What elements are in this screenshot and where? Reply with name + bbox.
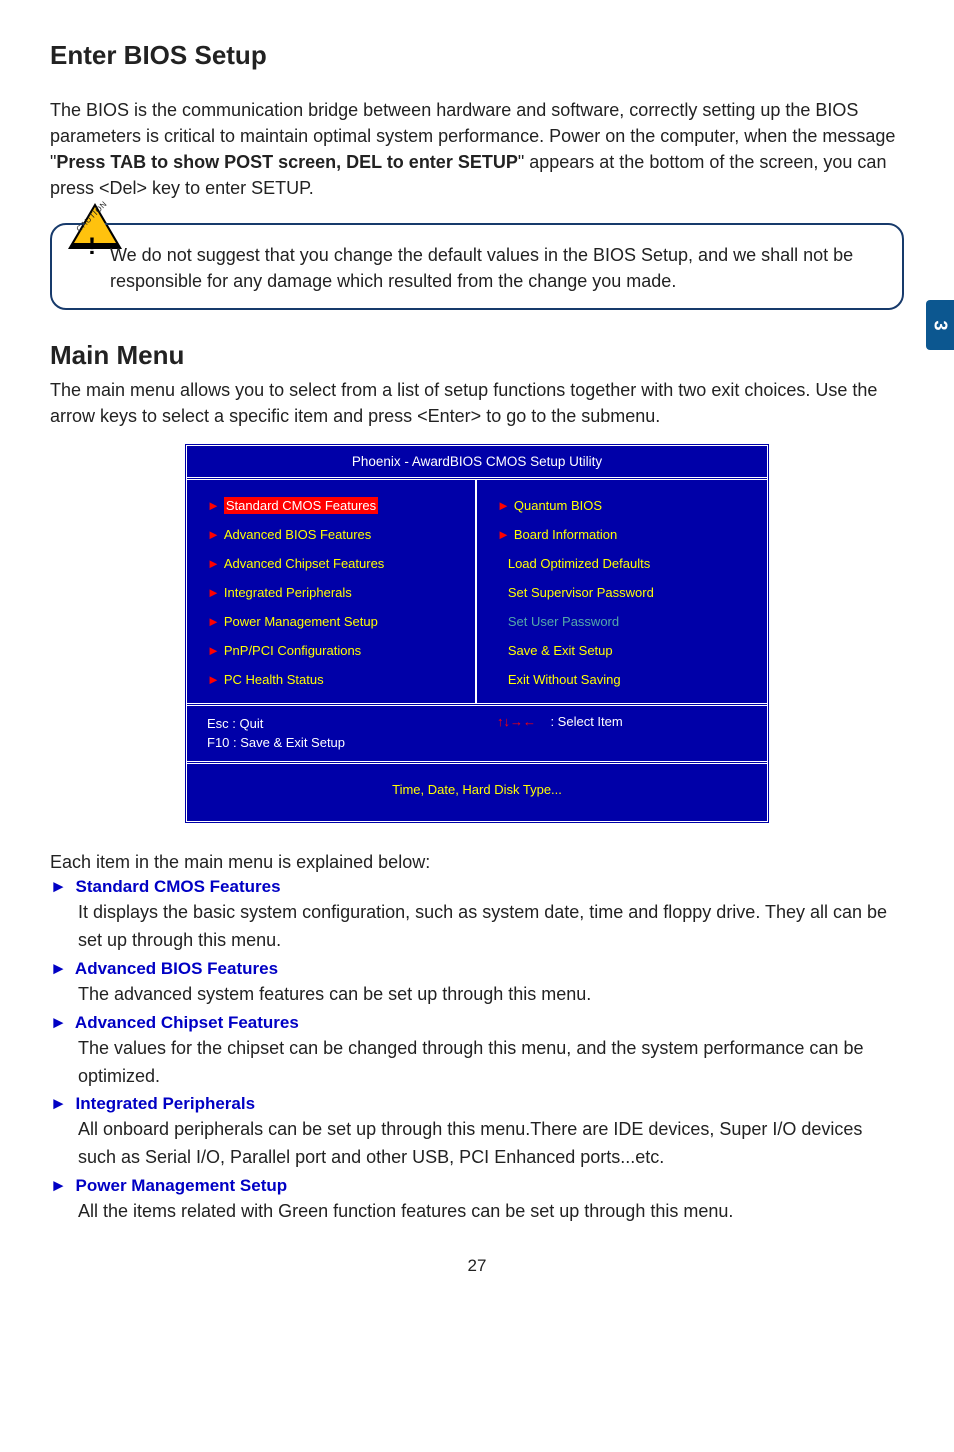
- intro-text-bold: Press TAB to show POST screen, DEL to en…: [56, 152, 517, 172]
- bios-body: ► Standard CMOS Features ► Advanced BIOS Fe…: [187, 477, 767, 706]
- triangle-icon: ►: [50, 1094, 67, 1113]
- feature-heading: ► Integrated Peripherals: [50, 1094, 904, 1114]
- feature-heading-text: Standard CMOS Features: [71, 877, 281, 896]
- feature-item: ► Standard CMOS FeaturesIt displays the …: [50, 877, 904, 955]
- bios-menu-item[interactable]: Set User Password: [497, 614, 747, 629]
- bios-menu-label: Set Supervisor Password: [508, 585, 654, 600]
- feature-heading-text: Integrated Peripherals: [71, 1094, 255, 1113]
- feature-description: The advanced system features can be set …: [50, 981, 904, 1009]
- bios-arrow-keys: ↑↓→←: [497, 714, 536, 729]
- bios-footer-keys: Esc : Quit F10 : Save & Exit Setup ↑↓→← …: [187, 706, 767, 764]
- bios-arrow-icon: ►: [207, 585, 220, 600]
- main-menu-title: Main Menu: [50, 340, 904, 371]
- feature-heading-text: Advanced Chipset Features: [71, 1013, 299, 1032]
- bios-menu-label: Standard CMOS Features: [224, 497, 378, 514]
- bios-menu-label: Power Management Setup: [224, 614, 378, 629]
- bios-left-column: ► Standard CMOS Features ► Advanced BIOS Fe…: [187, 480, 477, 703]
- bios-menu-label: Advanced Chipset Features: [224, 556, 384, 571]
- feature-item: ► Advanced Chipset FeaturesThe values fo…: [50, 1013, 904, 1091]
- bios-menu-label: Advanced BIOS Features: [224, 527, 371, 542]
- caution-box: ! CAUTION We do not suggest that you cha…: [50, 223, 904, 309]
- feature-item: ► Integrated PeripheralsAll onboard peri…: [50, 1094, 904, 1172]
- page-tab-number: 3: [929, 320, 950, 330]
- bios-menu-item[interactable]: ► PC Health Status: [207, 672, 455, 687]
- section-title: Enter BIOS Setup: [50, 40, 904, 71]
- bios-menu-label: Exit Without Saving: [508, 672, 621, 687]
- bios-menu-item[interactable]: Load Optimized Defaults: [497, 556, 747, 571]
- bios-menu-label: Integrated Peripherals: [224, 585, 352, 600]
- main-menu-paragraph: The main menu allows you to select from …: [50, 377, 904, 429]
- bios-screenshot: Phoenix - AwardBIOS CMOS Setup Utility ►…: [184, 443, 770, 824]
- bios-menu-item[interactable]: ► Integrated Peripherals: [207, 585, 455, 600]
- bios-menu-item[interactable]: ► Standard CMOS Features: [207, 498, 455, 513]
- bios-menu-item[interactable]: ► Power Management Setup: [207, 614, 455, 629]
- bios-esc-quit: Esc : Quit: [207, 714, 477, 734]
- bios-menu-item[interactable]: Save & Exit Setup: [497, 643, 747, 658]
- bios-title: Phoenix - AwardBIOS CMOS Setup Utility: [187, 446, 767, 477]
- bios-menu-label: Board Information: [514, 527, 617, 542]
- triangle-icon: ►: [50, 959, 67, 978]
- caution-text: We do not suggest that you change the de…: [110, 245, 853, 290]
- bios-right-column: ► Quantum BIOS ► Board Information Load Opt…: [477, 480, 767, 703]
- feature-description: The values for the chipset can be change…: [50, 1035, 904, 1091]
- page-number: 27: [50, 1256, 904, 1276]
- bios-menu-item[interactable]: Set Supervisor Password: [497, 585, 747, 600]
- bios-arrow-icon: ►: [207, 556, 220, 571]
- caution-bang-icon: !: [88, 230, 96, 264]
- bios-f10-save: F10 : Save & Exit Setup: [207, 733, 477, 753]
- bios-arrow-icon: ►: [207, 527, 220, 542]
- feature-item: ► Power Management SetupAll the items re…: [50, 1176, 904, 1226]
- bios-arrow-icon: ►: [207, 498, 220, 513]
- feature-heading-text: Advanced BIOS Features: [71, 959, 278, 978]
- triangle-icon: ►: [50, 1013, 67, 1032]
- bios-menu-label: PC Health Status: [224, 672, 324, 687]
- bios-menu-item[interactable]: ► Advanced Chipset Features: [207, 556, 455, 571]
- feature-heading: ► Advanced Chipset Features: [50, 1013, 904, 1033]
- bios-menu-label: PnP/PCI Configurations: [224, 643, 361, 658]
- bios-arrow-icon: ►: [207, 643, 220, 658]
- triangle-icon: ►: [50, 877, 67, 896]
- feature-heading: ► Advanced BIOS Features: [50, 959, 904, 979]
- bios-footer-hint: Time, Date, Hard Disk Type...: [187, 764, 767, 821]
- bios-arrow-icon: ►: [497, 527, 510, 542]
- bios-menu-item[interactable]: ► Board Information: [497, 527, 747, 542]
- bios-arrow-icon: ►: [207, 614, 220, 629]
- page-tab: 3: [926, 300, 954, 350]
- feature-item: ► Advanced BIOS FeaturesThe advanced sys…: [50, 959, 904, 1009]
- bios-menu-item[interactable]: Exit Without Saving: [497, 672, 747, 687]
- bios-footer-left: Esc : Quit F10 : Save & Exit Setup: [207, 714, 477, 753]
- feature-description: All the items related with Green functio…: [50, 1198, 904, 1226]
- feature-heading: ► Standard CMOS Features: [50, 877, 904, 897]
- bios-menu-item[interactable]: ► Advanced BIOS Features: [207, 527, 455, 542]
- bios-menu-item[interactable]: ► Quantum BIOS: [497, 498, 747, 513]
- intro-paragraph: The BIOS is the communication bridge bet…: [50, 97, 904, 201]
- bios-menu-label: Load Optimized Defaults: [508, 556, 650, 571]
- bios-menu-label: Quantum BIOS: [514, 498, 602, 513]
- bios-menu-label: Set User Password: [508, 614, 619, 629]
- bios-arrow-icon: ►: [497, 498, 510, 513]
- feature-description: All onboard peripherals can be set up th…: [50, 1116, 904, 1172]
- feature-description: It displays the basic system configurati…: [50, 899, 904, 955]
- bios-menu-item[interactable]: ► PnP/PCI Configurations: [207, 643, 455, 658]
- bios-menu-label: Save & Exit Setup: [508, 643, 613, 658]
- bios-arrow-icon: ►: [207, 672, 220, 687]
- items-container: ► Standard CMOS FeaturesIt displays the …: [50, 877, 904, 1226]
- explain-intro: Each item in the main menu is explained …: [50, 852, 904, 873]
- bios-select-item: : Select Item: [550, 714, 622, 729]
- feature-heading: ► Power Management Setup: [50, 1176, 904, 1196]
- bios-footer-right: ↑↓→← : Select Item: [477, 714, 747, 753]
- feature-heading-text: Power Management Setup: [71, 1176, 287, 1195]
- triangle-icon: ►: [50, 1176, 67, 1195]
- bios-hint-text: Time, Date, Hard Disk Type...: [392, 782, 562, 797]
